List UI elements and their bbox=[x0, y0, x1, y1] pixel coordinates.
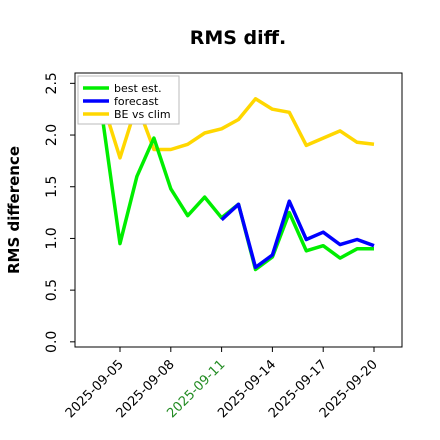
y-tick-label: 2.5 bbox=[44, 72, 60, 94]
y-tick-label: 2.0 bbox=[44, 124, 60, 146]
chart-title: RMS diff. bbox=[190, 27, 287, 49]
y-tick-label: 0.0 bbox=[44, 331, 60, 353]
series-layer bbox=[101, 97, 375, 272]
y-axis-label: RMS difference bbox=[5, 146, 23, 274]
x-axis-ticks: 2025-09-052025-09-082025-09-112025-09-14… bbox=[63, 347, 381, 421]
y-tick-label: 0.5 bbox=[44, 279, 60, 301]
series-line-be-vs-clim bbox=[101, 97, 375, 160]
legend-label: forecast bbox=[114, 95, 159, 108]
series-line-forecast bbox=[220, 199, 375, 270]
legend-label: BE vs clim bbox=[114, 108, 171, 121]
y-tick-label: 1.0 bbox=[44, 227, 60, 249]
plot-frame bbox=[74, 72, 403, 348]
y-axis-ticks: 0.0 0.5 1.0 1.5 2.0 2.5 bbox=[44, 72, 75, 353]
legend-label: best est. bbox=[114, 82, 162, 95]
series-line-best-est- bbox=[101, 122, 374, 272]
y-tick-label: 1.5 bbox=[44, 176, 60, 198]
